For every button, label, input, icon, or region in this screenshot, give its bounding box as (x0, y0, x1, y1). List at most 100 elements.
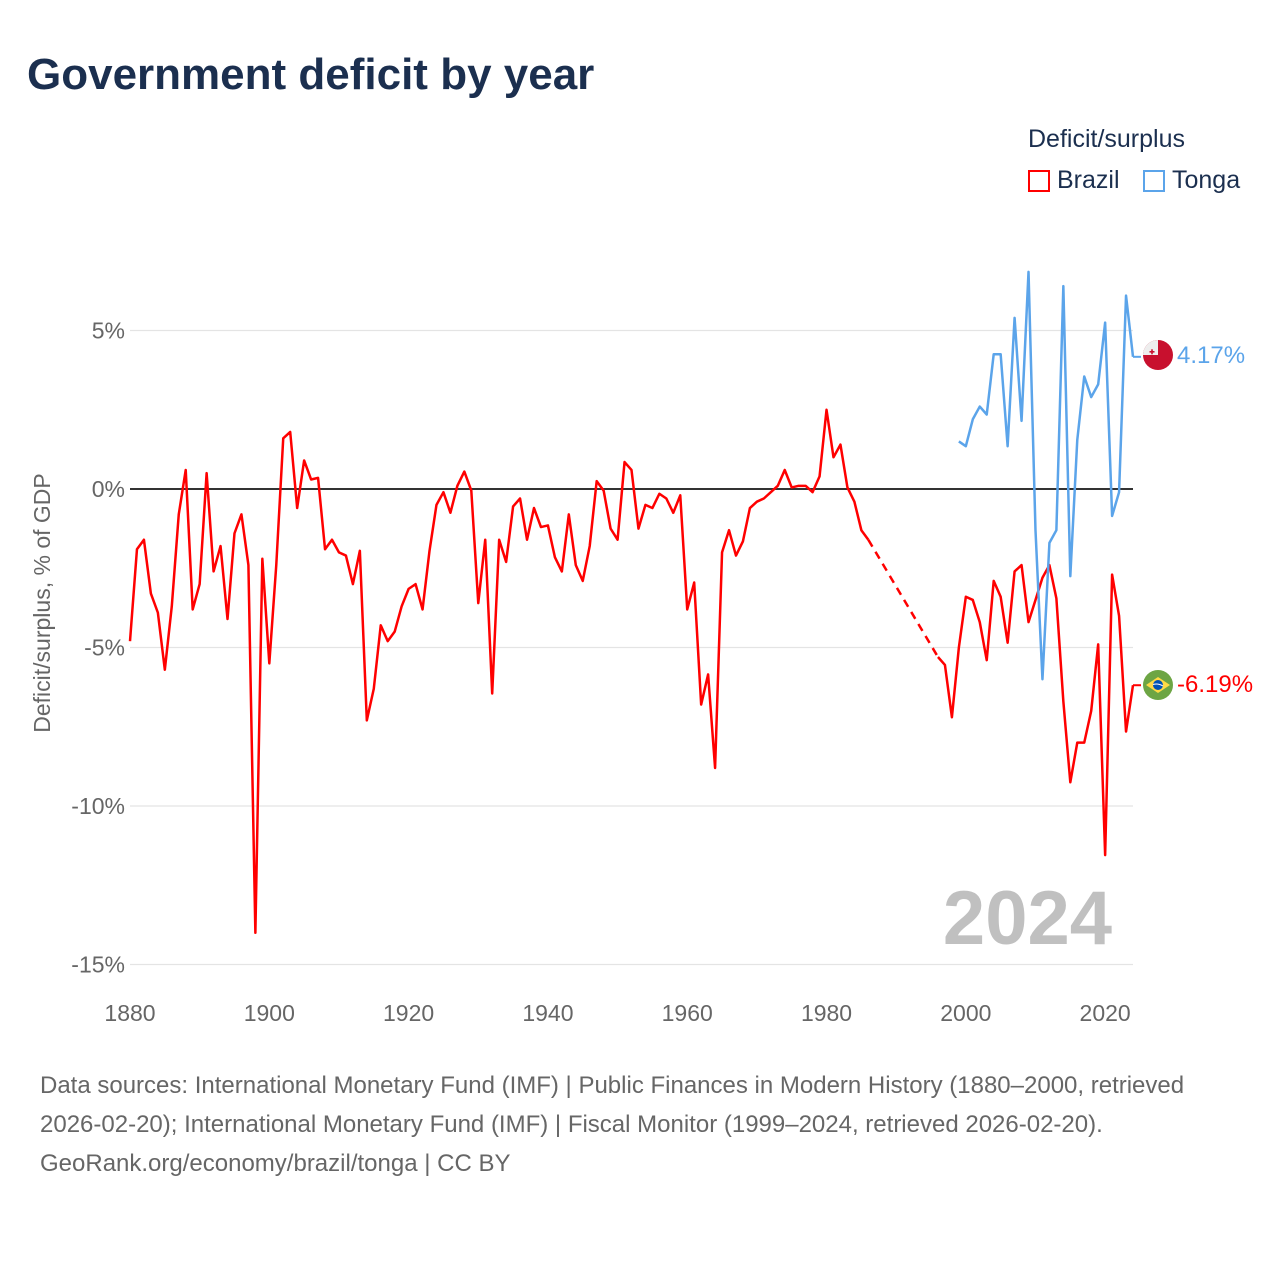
brazil-data-point[interactable] (294, 505, 300, 511)
brazil-data-point[interactable] (427, 548, 433, 554)
brazil-data-point[interactable] (573, 562, 579, 568)
tonga-data-point[interactable] (1095, 381, 1101, 387)
brazil-data-point[interactable] (252, 930, 258, 936)
brazil-data-point[interactable] (259, 556, 265, 562)
brazil-data-point[interactable] (385, 638, 391, 644)
tonga-data-point[interactable] (1074, 437, 1080, 443)
brazil-data-point[interactable] (238, 511, 244, 517)
brazil-data-point[interactable] (1095, 641, 1101, 647)
brazil-data-point[interactable] (622, 459, 628, 465)
brazil-data-point[interactable] (357, 548, 363, 554)
brazil-data-point[interactable] (420, 606, 426, 612)
brazil-data-point[interactable] (754, 499, 760, 505)
brazil-data-point[interactable] (350, 581, 356, 587)
brazil-data-point[interactable] (1060, 698, 1066, 704)
tonga-data-point[interactable] (984, 412, 990, 418)
brazil-data-point[interactable] (322, 546, 328, 552)
tonga-data-point[interactable] (1123, 293, 1129, 299)
brazil-data-point[interactable] (517, 496, 523, 502)
brazil-data-point[interactable] (538, 524, 544, 530)
brazil-data-point[interactable] (378, 622, 384, 628)
tonga-data-point[interactable] (1019, 418, 1025, 424)
brazil-data-point[interactable] (315, 475, 321, 481)
brazil-data-point[interactable] (1116, 613, 1122, 619)
brazil-data-point[interactable] (155, 610, 161, 616)
brazil-data-point[interactable] (684, 606, 690, 612)
brazil-data-point[interactable] (1123, 729, 1129, 735)
tonga-data-point[interactable] (1060, 283, 1066, 289)
brazil-data-point[interactable] (740, 538, 746, 544)
brazil-data-point[interactable] (211, 568, 217, 574)
brazil-data-point[interactable] (865, 537, 871, 543)
brazil-data-point[interactable] (705, 671, 711, 677)
tonga-data-point[interactable] (1005, 443, 1011, 449)
brazil-data-point[interactable] (524, 537, 530, 543)
tonga-data-point[interactable] (1026, 269, 1032, 275)
brazil-data-point[interactable] (190, 606, 196, 612)
brazil-data-point[interactable] (183, 467, 189, 473)
brazil-data-point[interactable] (782, 467, 788, 473)
brazil-data-point[interactable] (796, 483, 802, 489)
credit-link[interactable]: GeoRank.org/economy/brazil/tonga | CC BY (40, 1150, 511, 1177)
brazil-data-point[interactable] (461, 469, 467, 475)
brazil-data-point[interactable] (963, 594, 969, 600)
brazil-data-point[interactable] (245, 562, 251, 568)
brazil-data-point[interactable] (329, 537, 335, 543)
brazil-data-point[interactable] (148, 591, 154, 597)
brazil-data-point[interactable] (761, 496, 767, 502)
tonga-data-point[interactable] (1116, 489, 1122, 495)
brazil-data-point[interactable] (1088, 708, 1094, 714)
brazil-data-point[interactable] (789, 484, 795, 490)
brazil-data-point[interactable] (231, 530, 237, 536)
brazil-data-point[interactable] (280, 435, 286, 441)
brazil-data-point[interactable] (134, 546, 140, 552)
tonga-data-point[interactable] (998, 351, 1004, 357)
tonga-data-point[interactable] (1039, 676, 1045, 682)
brazil-data-point[interactable] (837, 442, 843, 448)
brazil-data-point[interactable] (127, 638, 133, 644)
brazil-data-point[interactable] (594, 478, 600, 484)
brazil-data-point[interactable] (141, 537, 147, 543)
brazil-data-point[interactable] (440, 489, 446, 495)
brazil-data-point[interactable] (629, 467, 635, 473)
brazil-data-point[interactable] (287, 429, 293, 435)
brazil-data-point[interactable] (712, 765, 718, 771)
brazil-data-point[interactable] (1074, 740, 1080, 746)
brazil-data-point[interactable] (670, 510, 676, 516)
brazil-data-point[interactable] (273, 562, 279, 568)
brazil-data-point[interactable] (935, 654, 941, 660)
brazil-data-point[interactable] (824, 407, 830, 413)
brazil-data-point[interactable] (580, 578, 586, 584)
brazil-data-point[interactable] (503, 559, 509, 565)
tonga-data-point[interactable] (970, 416, 976, 422)
brazil-data-point[interactable] (747, 505, 753, 511)
brazil-data-point[interactable] (301, 457, 307, 463)
brazil-data-point[interactable] (803, 483, 809, 489)
brazil-data-point[interactable] (977, 619, 983, 625)
brazil-data-point[interactable] (1102, 852, 1108, 858)
legend-item-brazil[interactable]: Brazil (1028, 166, 1120, 195)
brazil-data-point[interactable] (1012, 568, 1018, 574)
brazil-data-point[interactable] (608, 526, 614, 532)
brazil-data-point[interactable] (169, 603, 175, 609)
brazil-data-point[interactable] (663, 496, 669, 502)
brazil-data-point[interactable] (1026, 619, 1032, 625)
brazil-data-point[interactable] (371, 686, 377, 692)
brazil-data-point[interactable] (266, 660, 272, 666)
brazil-data-point[interactable] (559, 568, 565, 574)
tonga-data-point[interactable] (1067, 573, 1073, 579)
brazil-data-point[interactable] (545, 522, 551, 528)
brazil-data-point[interactable] (433, 502, 439, 508)
brazil-data-point[interactable] (218, 543, 224, 549)
tonga-data-point[interactable] (1012, 315, 1018, 321)
brazil-data-point[interactable] (726, 527, 732, 533)
brazil-data-point[interactable] (956, 645, 962, 651)
brazil-data-point[interactable] (343, 553, 349, 559)
brazil-data-point[interactable] (719, 549, 725, 555)
brazil-data-point[interactable] (817, 473, 823, 479)
brazil-data-point[interactable] (733, 553, 739, 559)
tonga-data-point[interactable] (956, 438, 962, 444)
tonga-data-point[interactable] (977, 404, 983, 410)
tonga-data-point[interactable] (963, 443, 969, 449)
brazil-data-point[interactable] (566, 511, 572, 517)
